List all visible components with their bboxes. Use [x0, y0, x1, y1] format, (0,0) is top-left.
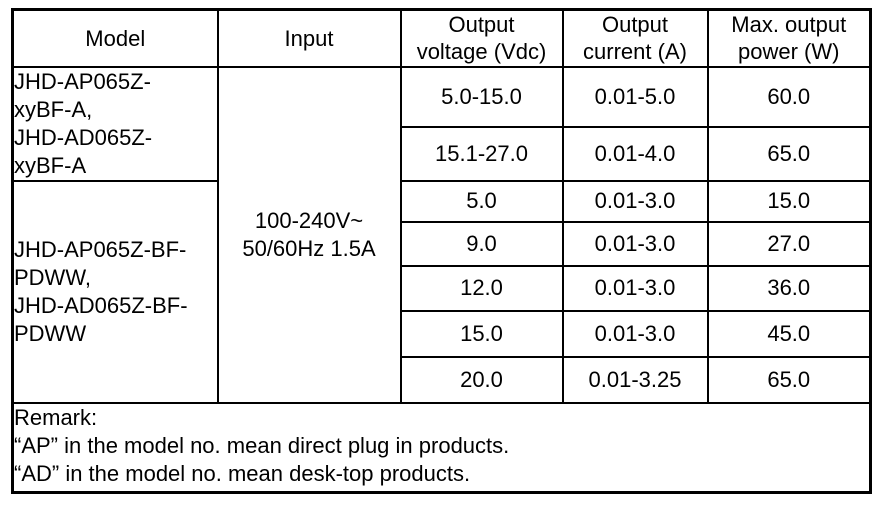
- max-output-power-value: 60.0: [706, 65, 872, 128]
- output-voltage-value: 12.0: [399, 264, 564, 312]
- output-voltage-value: 15.0: [399, 309, 564, 358]
- remark-cell: Remark: “AP” in the model no. mean direc…: [11, 401, 872, 494]
- column-header-output-voltage: Output voltage (Vdc): [399, 8, 564, 68]
- model-group-2-cell: JHD-AP065Z-BF- PDWW, JHD-AD065Z-BF- PDWW: [11, 179, 219, 404]
- remark-row: Remark: “AP” in the model no. mean direc…: [11, 401, 872, 494]
- remark-line-ad: “AD” in the model no. mean desk-top prod…: [14, 460, 471, 486]
- table-row: JHD-AP065Z- xyBF-A, JHD-AD065Z- xyBF-A 1…: [11, 65, 872, 404]
- output-current-value: 0.01-3.0: [561, 220, 709, 267]
- output-current-value: 0.01-4.0: [561, 125, 709, 182]
- remark-title: Remark:: [14, 404, 98, 430]
- max-output-power-value: 65.0: [706, 355, 872, 404]
- max-output-power-value: 27.0: [706, 220, 872, 267]
- output-voltage-value: 5.0-15.0: [399, 65, 564, 128]
- model-group-1-cell: JHD-AP065Z- xyBF-A, JHD-AD065Z- xyBF-A: [11, 65, 219, 182]
- output-current-value: 0.01-3.0: [561, 264, 709, 312]
- column-header-output-current: Output current (A): [561, 8, 709, 68]
- header-row: Model Input Output voltage (Vdc) Output …: [11, 8, 872, 68]
- power-spec-table: Model Input Output voltage (Vdc) Output …: [11, 8, 872, 494]
- table-row: 20.0 0.01-3.25 65.0: [13, 355, 872, 404]
- output-voltage-value: 20.0: [399, 355, 564, 404]
- max-output-power-value: 45.0: [706, 309, 872, 358]
- column-header-input: Input: [216, 8, 402, 68]
- table-row: 12.0 0.01-3.0 36.0: [13, 264, 872, 312]
- output-current-value: 0.01-5.0: [561, 65, 709, 128]
- table-row: 9.0 0.01-3.0 27.0: [13, 220, 872, 267]
- table-row: 15.1-27.0 0.01-4.0 65.0: [13, 125, 872, 182]
- output-voltage-value: 15.1-27.0: [399, 125, 564, 182]
- input-cell: 100-240V~ 50/60Hz 1.5A: [216, 65, 402, 404]
- column-header-model: Model: [11, 8, 219, 68]
- output-current-value: 0.01-3.25: [561, 355, 709, 404]
- output-current-value: 0.01-3.0: [561, 179, 709, 223]
- remark-line-ap: “AP” in the model no. mean direct plug i…: [14, 432, 510, 458]
- output-current-value: 0.01-3.0: [561, 309, 709, 358]
- table-row: 15.0 0.01-3.0 45.0: [13, 309, 872, 358]
- max-output-power-value: 65.0: [706, 125, 872, 182]
- max-output-power-value: 15.0: [706, 179, 872, 223]
- table-row: JHD-AP065Z-BF- PDWW, JHD-AD065Z-BF- PDWW…: [11, 179, 872, 404]
- column-header-max-output-power: Max. output power (W): [706, 8, 872, 68]
- output-voltage-value: 5.0: [399, 179, 564, 223]
- max-output-power-value: 36.0: [706, 264, 872, 312]
- output-voltage-value: 9.0: [399, 220, 564, 267]
